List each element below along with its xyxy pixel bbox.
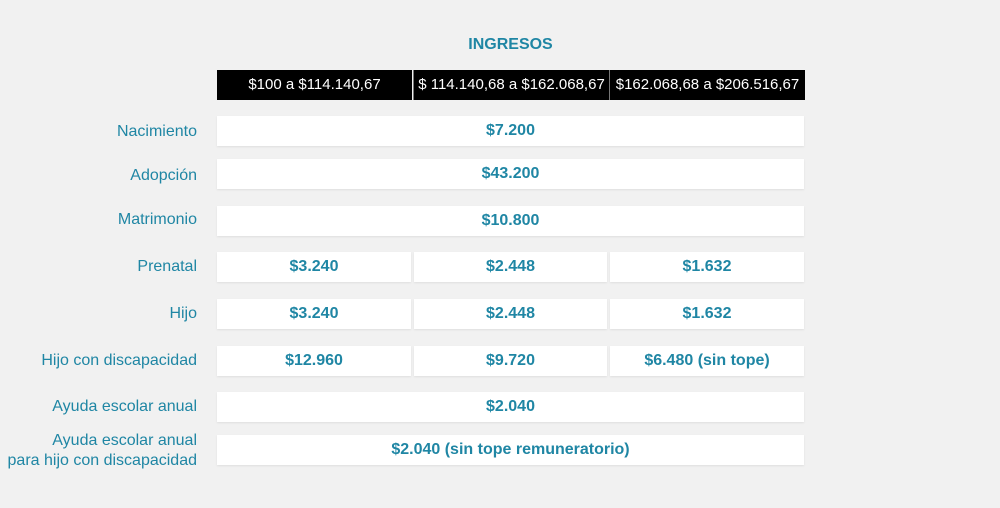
row-label-hijo-discapacidad: Hijo con discapacidad (41, 352, 197, 369)
row-label-ayuda-escolar-discapacidad-line1: Ayuda escolar anual (52, 432, 197, 449)
row-label-hijo: Hijo (169, 305, 197, 322)
value-ayuda-escolar-discapacidad: $2.040 (sin tope remuneratorio) (217, 435, 804, 465)
value-ayuda-escolar: $2.040 (217, 392, 804, 422)
row-label-nacimiento: Nacimiento (116, 123, 197, 140)
header-income-range-1: $100 a $114.140,67 (217, 70, 412, 100)
row-label-adopcion: Adopción (130, 167, 197, 184)
value-hijo-discapacidad-range-2: $9.720 (414, 346, 607, 376)
value-hijo-range-2: $2.448 (414, 299, 607, 329)
value-adopcion: $43.200 (217, 159, 804, 189)
table-title: INGRESOS (468, 36, 553, 53)
header-income-range-2: $ 114.140,68 a $162.068,67 (413, 70, 609, 100)
value-hijo-range-3: $1.632 (610, 299, 804, 329)
value-hijo-range-1: $3.240 (217, 299, 411, 329)
row-label-prenatal: Prenatal (137, 258, 197, 275)
row-label-ayuda-escolar-discapacidad-line2: para hijo con discapacidad (7, 452, 197, 469)
value-prenatal-range-2: $2.448 (414, 252, 607, 282)
row-label-matrimonio: Matrimonio (117, 211, 197, 228)
header-income-range-3: $162.068,68 a $206.516,67 (609, 70, 805, 100)
value-prenatal-range-3: $1.632 (610, 252, 804, 282)
value-hijo-discapacidad-range-1: $12.960 (217, 346, 411, 376)
value-matrimonio: $10.800 (217, 206, 804, 236)
value-nacimiento: $7.200 (217, 116, 804, 146)
row-label-ayuda-escolar: Ayuda escolar anual (52, 398, 197, 415)
value-prenatal-range-1: $3.240 (217, 252, 411, 282)
value-hijo-discapacidad-range-3: $6.480 (sin tope) (610, 346, 804, 376)
